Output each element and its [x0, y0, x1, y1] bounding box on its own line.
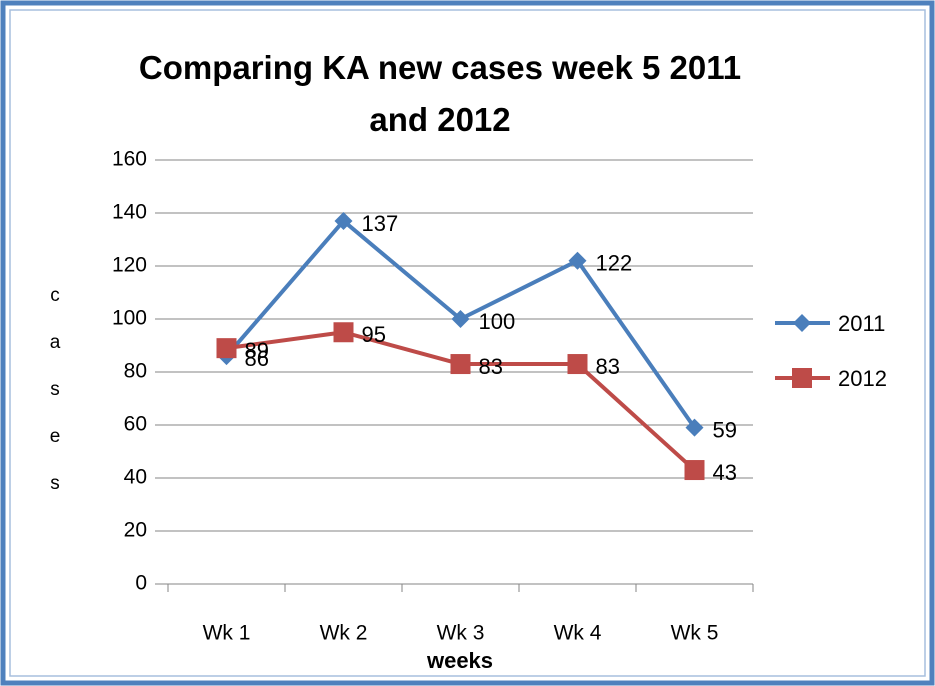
x-axis-label: weeks: [426, 648, 493, 673]
data-point: [568, 251, 587, 270]
y-axis-label: cases: [45, 285, 66, 520]
data-label: 137: [362, 211, 399, 236]
data-label: 89: [245, 338, 269, 363]
x-tick-label: Wk 3: [437, 622, 485, 645]
legend-marker: [792, 368, 812, 388]
data-label: 59: [713, 417, 737, 442]
y-tick-label: 20: [124, 519, 147, 542]
legend-label: 2011: [838, 311, 885, 336]
data-label: 95: [362, 322, 386, 347]
data-point: [334, 211, 353, 230]
data-point: [685, 418, 704, 437]
data-label: 43: [713, 460, 737, 485]
y-tick-label: 140: [112, 201, 147, 224]
y-tick-label: 40: [124, 466, 147, 489]
data-label: 83: [596, 354, 620, 379]
title-box: Comparing KA new cases week 5 2011 and 2…: [138, 49, 742, 138]
inner-frame: [9, 9, 926, 677]
y-tick-label: 0: [135, 572, 147, 595]
x-tick-label: Wk 4: [554, 622, 602, 645]
data-point: [450, 354, 471, 375]
y-tick-label: 60: [124, 413, 147, 436]
data-point: [333, 322, 354, 343]
data-label: 83: [479, 354, 503, 379]
legend-label: 2012: [838, 366, 887, 391]
chart-title: Comparing KA new cases week 5 2011 and 2…: [138, 49, 742, 138]
y-tick-label: 80: [124, 360, 147, 383]
data-label: 86: [245, 346, 269, 371]
data-label: 122: [596, 251, 633, 276]
x-tick-label: Wk 1: [203, 622, 251, 645]
data-point: [451, 310, 470, 328]
y-tick-label: 160: [112, 148, 147, 171]
legend-marker: [793, 314, 811, 332]
y-tick-label: 100: [112, 307, 147, 330]
data-point: [567, 354, 588, 375]
y-tick-label: 120: [112, 254, 147, 277]
data-label: 100: [479, 309, 516, 334]
data-point: [216, 338, 237, 359]
data-point: [684, 460, 705, 481]
x-tick-label: Wk 2: [320, 622, 368, 645]
x-tick-label: Wk 5: [671, 622, 719, 645]
